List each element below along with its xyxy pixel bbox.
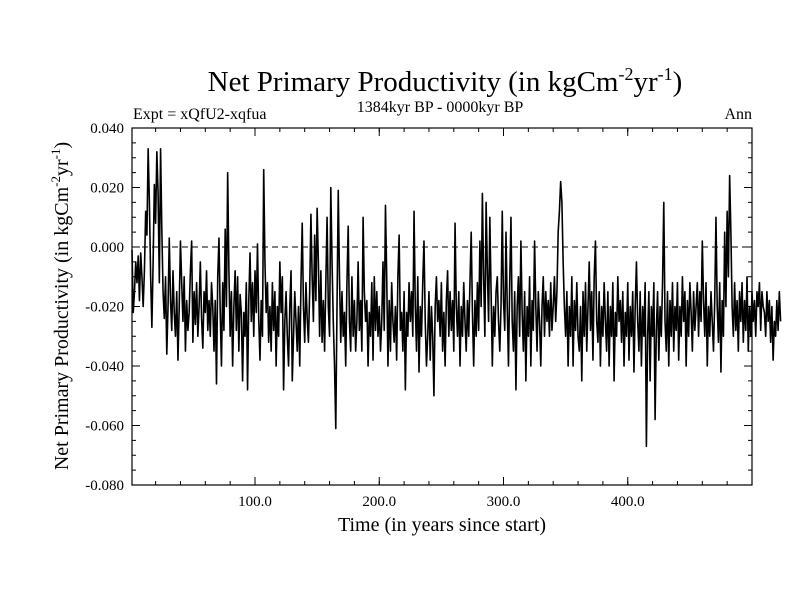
title-mid: yr — [633, 66, 658, 98]
y-tick-label: -0.060 — [85, 419, 124, 435]
x-tick-label: 300.0 — [487, 494, 521, 510]
ylabel-mid: yr — [51, 159, 73, 176]
y-tick-label: -0.080 — [85, 478, 124, 494]
axis-tick-labels: 0.040 0.020 0.000 -0.020 -0.040 -0.060 -0.080 1… — [85, 121, 644, 510]
x-tick-label: 400.0 — [611, 494, 645, 510]
plot-frame — [131, 127, 753, 486]
y-tick-label: 0.020 — [90, 181, 124, 197]
ylabel-sup1: -2 — [48, 176, 63, 187]
x-axis-label: Time (in years since start) — [338, 514, 546, 536]
ylabel-close: ) — [51, 142, 73, 149]
npp-series-line — [131, 148, 782, 448]
y-tick-label: -0.020 — [85, 300, 124, 316]
y-tick-label: -0.040 — [85, 359, 124, 375]
experiment-label: Expt = xQfU2-xqfua — [133, 106, 266, 123]
season-label: Ann — [724, 106, 752, 123]
ylabel-main: Net Primary Productivity (in kgCm — [51, 186, 73, 470]
x-tick-label: 200.0 — [362, 494, 396, 510]
chart-title: Net Primary Productivity (in kgCm-2yr-1) — [208, 64, 683, 98]
y-tick-label: 0.040 — [90, 121, 124, 137]
title-main: Net Primary Productivity (in kgCm — [208, 66, 619, 98]
y-tick-label: 0.000 — [90, 240, 124, 256]
ylabel-sup2: -1 — [48, 149, 63, 160]
title-sup1: -2 — [618, 64, 633, 84]
x-tick-label: 100.0 — [238, 494, 272, 510]
title-sup2: -1 — [658, 64, 673, 84]
time-range-label: 1384kyr BP - 0000kyr BP — [357, 99, 524, 116]
y-axis-label: Net Primary Productivity (in kgCm-2yr-1) — [48, 142, 73, 470]
title-close: ) — [673, 66, 683, 98]
